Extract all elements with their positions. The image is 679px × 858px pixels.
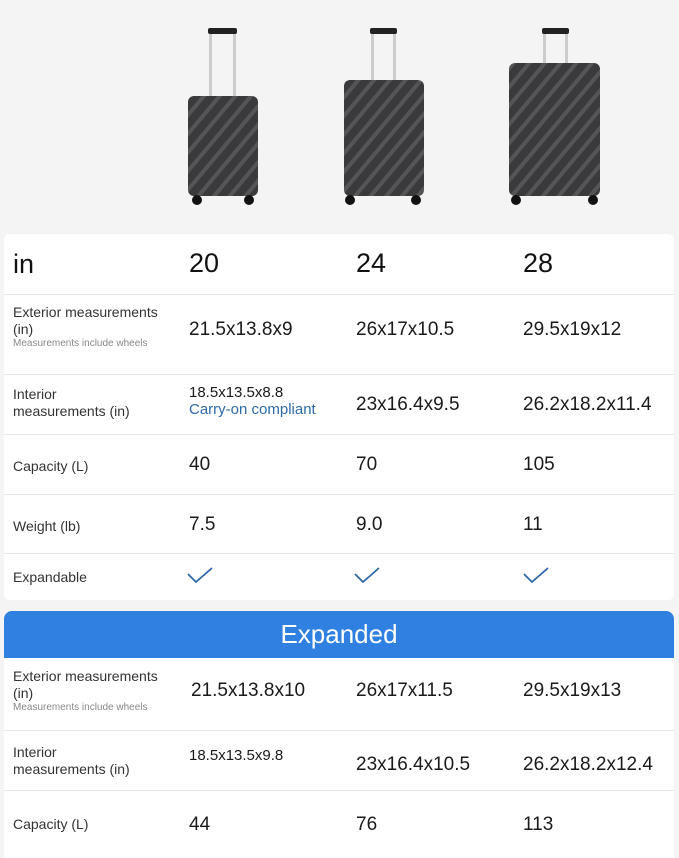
cell-value: 26.2x18.2x11.4 bbox=[523, 394, 652, 415]
row-label: Capacity (L) bbox=[13, 816, 89, 832]
size-comparison-table: in 20 24 28 Exterior measurements (in) Me… bbox=[4, 234, 674, 600]
size-28: 28 bbox=[523, 248, 554, 278]
check-icon bbox=[523, 567, 549, 583]
table-row: Capacity (L) 44 76 113 bbox=[4, 790, 674, 850]
expanded-header: Expanded bbox=[4, 611, 674, 658]
table-row: Weight (lb) 7.5 9.0 11 bbox=[4, 494, 674, 554]
row-label: Interior measurements (in) bbox=[13, 386, 130, 419]
cell-value: 70 bbox=[356, 454, 378, 475]
row-label: Expandable bbox=[13, 569, 87, 585]
cell-value: 21.5x13.8x9 bbox=[189, 319, 293, 340]
row-label: Exterior measurements (in) bbox=[13, 304, 158, 337]
cell-value: 9.0 bbox=[356, 514, 383, 535]
suitcases-illustration bbox=[188, 28, 600, 205]
size-24: 24 bbox=[356, 248, 387, 278]
row-label: Exterior measurements (in) bbox=[13, 668, 158, 701]
suitcase-24 bbox=[344, 28, 424, 205]
table-row: Expandable bbox=[4, 553, 674, 600]
row-label: Weight (lb) bbox=[13, 518, 81, 534]
suitcase-20 bbox=[188, 28, 258, 205]
cell-value: 105 bbox=[523, 454, 555, 475]
table-row: Exterior measurements (in) Measurements i… bbox=[4, 294, 674, 375]
row-note: Measurements include wheels bbox=[13, 338, 148, 349]
table-row: Interior measurements (in) 18.5x13.5x9.8… bbox=[4, 730, 674, 791]
unit-label: in bbox=[13, 249, 35, 279]
cell-value: 11 bbox=[523, 514, 543, 535]
cell-value: 23x16.4x9.5 bbox=[356, 394, 460, 415]
cell-value: 29.5x19x13 bbox=[523, 680, 622, 701]
table-row: Capacity (L) 40 70 105 bbox=[4, 434, 674, 495]
cell-value: 26.2x18.2x12.4 bbox=[523, 754, 653, 775]
cell-value: 113 bbox=[523, 814, 554, 835]
cell-value: 26x17x11.5 bbox=[356, 680, 453, 701]
cell-value: 7.5 bbox=[189, 514, 216, 535]
cell-value: 40 bbox=[189, 454, 211, 475]
check-icon bbox=[354, 567, 380, 583]
product-image bbox=[0, 0, 679, 230]
cell-value: 21.5x13.8x10 bbox=[191, 680, 306, 701]
size-20: 20 bbox=[189, 248, 220, 278]
cell-value: 18.5x13.5x8.8 bbox=[189, 384, 284, 401]
cell-value: 44 bbox=[189, 814, 211, 835]
row-label: Interior measurements (in) bbox=[13, 744, 130, 777]
row-label: Capacity (L) bbox=[13, 458, 89, 474]
table-row: Interior measurements (in) 18.5x13.5x8.8… bbox=[4, 374, 674, 435]
table-header-row: in 20 24 28 bbox=[4, 234, 674, 295]
check-icon bbox=[187, 567, 213, 583]
expanded-table: Exterior measurements (in) Measurements i… bbox=[4, 658, 674, 858]
cell-value: 26x17x10.5 bbox=[356, 319, 455, 340]
cell-value: 76 bbox=[356, 814, 378, 835]
cell-value: 18.5x13.5x9.8 bbox=[189, 747, 284, 764]
cell-value: 29.5x19x12 bbox=[523, 319, 622, 340]
carry-on-note: Carry-on compliant bbox=[189, 401, 316, 418]
table-row: Exterior measurements (in) Measurements i… bbox=[4, 658, 674, 731]
cell-value: 23x16.4x10.5 bbox=[356, 754, 471, 775]
suitcase-28 bbox=[509, 28, 600, 205]
row-note: Measurements include wheels bbox=[13, 702, 148, 713]
